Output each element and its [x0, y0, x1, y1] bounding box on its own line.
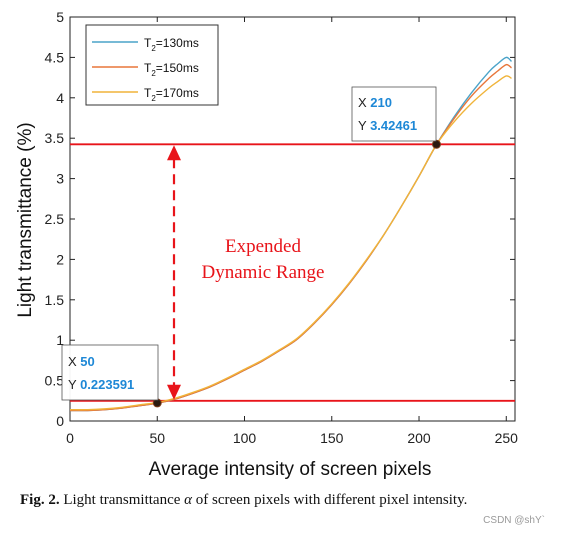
x-tick-label: 0 — [66, 430, 74, 446]
y-axis-label: Light transmittance (%) — [15, 122, 36, 317]
series-lines — [69, 56, 513, 412]
datatip-lower-box — [61, 344, 159, 401]
y-tick-label: 1.5 — [45, 292, 65, 308]
data-marker-1 — [431, 139, 441, 149]
annotation-line-1: Expended — [225, 236, 301, 257]
arrow-head-up — [167, 145, 181, 161]
y-tick-label: 5 — [56, 9, 64, 25]
legend-label-130: T2=130ms — [144, 36, 199, 53]
y-tick-label: 4 — [56, 90, 64, 106]
datatip-upper-box — [351, 86, 437, 142]
dynamic-range-arrow — [167, 145, 181, 400]
legend-label-170: T2=170ms — [144, 86, 199, 103]
x-axis-label: Average intensity of screen pixels — [149, 459, 432, 480]
caption-symbol: α — [184, 492, 193, 508]
line-chart: 0 50 100 150 200 250 0 0.5 1 1.5 2 2.5 3 3.5 4 4.5 5 Ave… — [15, 9, 519, 480]
datatip-lower[interactable]: X 50 Y 0.223591 — [61, 344, 159, 401]
x-tick-label: 250 — [495, 430, 519, 446]
y-tick-label: 3.5 — [45, 130, 65, 146]
axes: 0 50 100 150 200 250 0 0.5 1 1.5 2 2.5 3 3.5 4 4.5 5 — [45, 9, 519, 446]
watermark: CSDN @shY` — [483, 515, 545, 526]
legend-item-130: T2=130ms — [92, 36, 199, 53]
x-tick-label: 50 — [149, 430, 165, 446]
y-tick-label: 3 — [56, 171, 64, 187]
legend-item-170: T2=170ms — [92, 86, 199, 103]
y-tick-label: 1 — [56, 332, 64, 348]
legend-label-150: T2=150ms — [144, 61, 199, 78]
legend: T2=130ms T2=150ms T2=170ms — [85, 24, 219, 106]
y-tick-label: 2.5 — [45, 211, 65, 227]
legend-item-150: T2=150ms — [92, 61, 199, 78]
datatip-lower-y: Y 0.223591 — [68, 377, 134, 392]
y-tick-label: 0 — [56, 413, 64, 429]
arrow-head-down — [167, 384, 181, 400]
caption-text-after: of screen pixels with different pixel in… — [195, 492, 468, 508]
x-tick-label: 200 — [407, 430, 431, 446]
caption-text-before: Light transmittance — [63, 492, 181, 508]
caption-fig-label: Fig. 2. — [20, 492, 60, 508]
y-tick-label: 2 — [56, 251, 64, 267]
figure-caption: Fig. 2. Light transmittance α of screen … — [20, 492, 550, 509]
data-markers — [152, 139, 441, 408]
annotation-expended-range: Expended Dynamic Range — [202, 236, 325, 283]
datatip-upper-y: Y 3.42461 — [358, 118, 417, 133]
x-tick-label: 100 — [233, 430, 257, 446]
datatip-lower-x: X 50 — [68, 354, 95, 369]
series-line-2 — [69, 75, 512, 411]
datatip-upper-x: X 210 — [358, 95, 392, 110]
x-tick-label: 150 — [320, 430, 344, 446]
y-tick-label: 0.5 — [45, 373, 65, 389]
annotation-line-2: Dynamic Range — [202, 262, 325, 283]
datatip-upper[interactable]: X 210 Y 3.42461 — [351, 86, 437, 142]
y-tick-label: 4.5 — [45, 49, 65, 65]
